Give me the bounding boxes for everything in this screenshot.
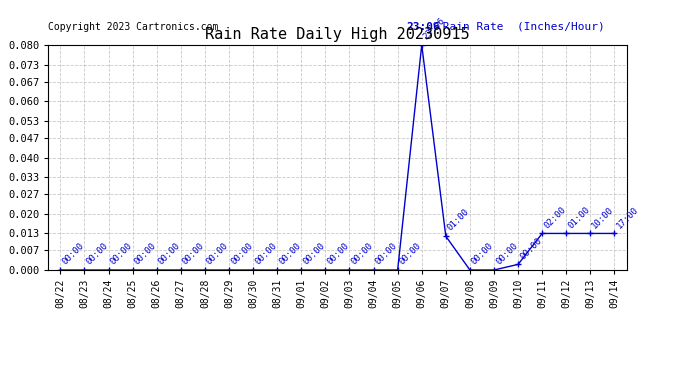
Text: 00:00: 00:00 (397, 241, 423, 267)
Text: 01:00: 01:00 (446, 207, 471, 233)
Text: 00:00: 00:00 (470, 241, 495, 267)
Title: Rain Rate Daily High 20230915: Rain Rate Daily High 20230915 (205, 27, 470, 42)
Text: 17:00: 17:00 (615, 205, 640, 230)
Text: 00:00: 00:00 (181, 241, 206, 267)
Text: 00:00: 00:00 (157, 241, 182, 267)
Text: 00:00: 00:00 (349, 241, 375, 267)
Text: 00:00: 00:00 (494, 241, 520, 267)
Text: 00:00: 00:00 (229, 241, 255, 267)
Text: 00:00: 00:00 (277, 241, 302, 267)
Text: 00:00: 00:00 (108, 241, 134, 267)
Text: 00:00: 00:00 (205, 241, 230, 267)
Text: 23:06: 23:06 (422, 16, 447, 42)
Text: 00:00: 00:00 (132, 241, 158, 267)
Text: 00:00: 00:00 (326, 241, 351, 267)
Text: 10:00: 10:00 (591, 205, 615, 230)
Text: 00:00: 00:00 (518, 236, 544, 261)
Text: Rain Rate  (Inches/Hour): Rain Rate (Inches/Hour) (435, 21, 604, 32)
Text: 02:00: 02:00 (542, 205, 568, 230)
Text: 23:06: 23:06 (407, 21, 440, 32)
Text: 00:00: 00:00 (373, 241, 399, 267)
Text: 01:00: 01:00 (566, 205, 591, 230)
Text: 00:00: 00:00 (84, 241, 110, 267)
Text: Copyright 2023 Cartronics.com: Copyright 2023 Cartronics.com (48, 21, 219, 32)
Text: 00:00: 00:00 (60, 241, 86, 267)
Text: 00:00: 00:00 (253, 241, 279, 267)
Text: 00:00: 00:00 (302, 241, 326, 267)
